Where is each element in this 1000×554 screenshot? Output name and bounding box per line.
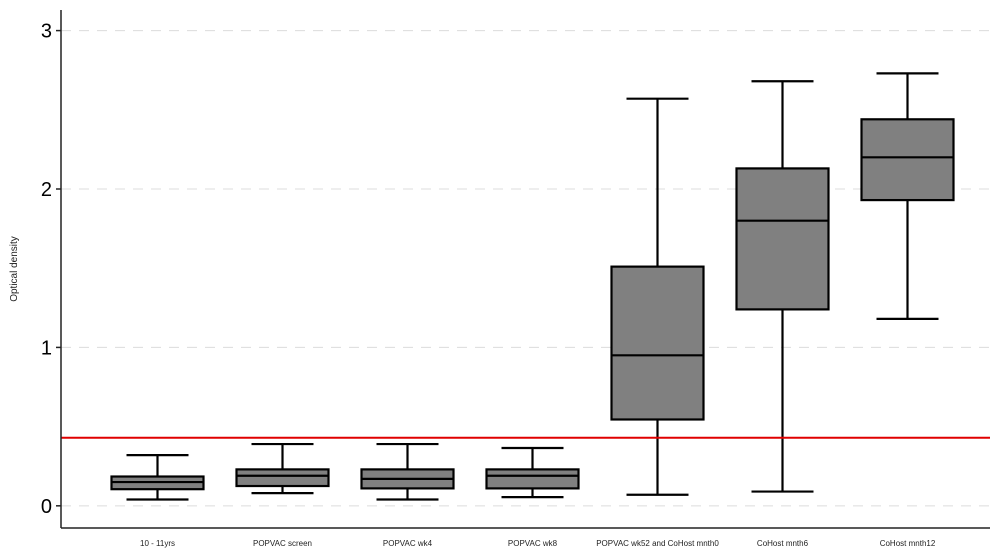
y-tick-label: 2 — [41, 179, 52, 201]
gridlines — [61, 30, 990, 507]
box-iqr — [235, 468, 330, 488]
x-category-label: 10 - 11yrs — [140, 539, 175, 548]
y-tick-label: 1 — [41, 337, 52, 359]
box-2 — [360, 442, 455, 501]
y-tick-label: 0 — [41, 496, 52, 518]
box-3 — [485, 446, 580, 499]
y-axis-label: Optical density — [9, 236, 20, 302]
x-category-label: CoHost mnth6 — [757, 539, 809, 548]
box-0 — [110, 454, 205, 501]
x-labels: 10 - 11yrs POPVAC screen POPVAC wk4 POPVAC … — [140, 539, 936, 548]
box-iqr — [485, 468, 580, 490]
box-iqr — [860, 118, 955, 202]
y-tick-label: 3 — [41, 21, 52, 43]
box-1 — [235, 442, 330, 495]
x-category-label: CoHost mnth12 — [880, 539, 936, 548]
box-5 — [735, 80, 830, 493]
boxes — [110, 72, 955, 501]
x-category-label: POPVAC wk8 — [508, 539, 558, 548]
box-6 — [860, 72, 955, 320]
x-category-label: POPVAC wk52 and CoHost mnth0 — [596, 539, 719, 548]
box-4 — [610, 97, 705, 496]
box-iqr — [610, 265, 705, 421]
y-ticks: 0 1 2 3 — [41, 21, 61, 518]
x-category-label: POPVAC wk4 — [383, 539, 433, 548]
x-category-label: POPVAC screen — [253, 539, 312, 548]
box-iqr — [735, 167, 830, 311]
